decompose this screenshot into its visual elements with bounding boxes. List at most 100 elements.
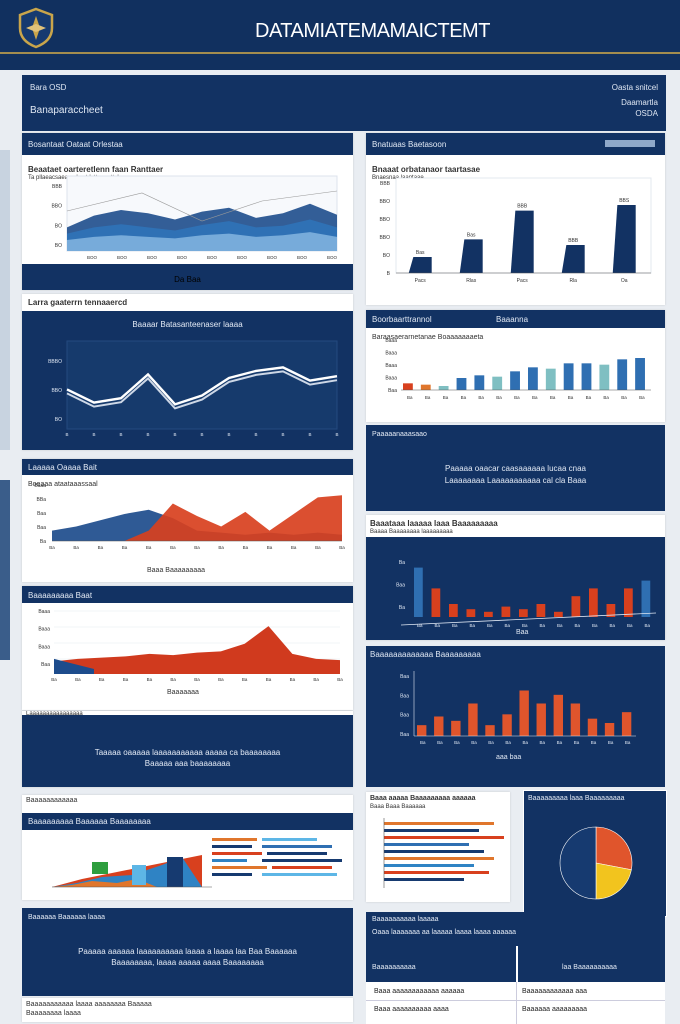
panel-header-label: Bnatuaas Baetasoon (372, 140, 447, 149)
y-tick-label: BBO (379, 235, 390, 241)
bar-chart-2: Baaa Baaa Baaa Baaa Baa Ba Ba Ba Ba Ba Ba Ba Ba Ba Ba B… (385, 338, 651, 400)
panel-header-label: Baaaaaaaaa Baat (28, 591, 93, 600)
chart-footer: aaa baa (496, 754, 522, 761)
x-tick-label: Ba (313, 677, 319, 682)
y-tick-label: BBB (52, 184, 63, 190)
bar (571, 596, 581, 617)
panel-header: Bnatuaas Baetasoon (366, 133, 665, 155)
chart-footer: Baaa Baaaaaaaaa (147, 567, 205, 574)
x-tick-label: Ba (488, 740, 494, 745)
panel-line-chart: Larra gaaterrn tennaaercd Baaaar Batasan… (22, 294, 353, 450)
x-tick-label: B (281, 432, 284, 437)
x-tick-label: Ba (99, 677, 105, 682)
panel-pie-chart: Baaaaaaaaa laaa Baaaaaaaaa (523, 790, 667, 917)
x-tick-label: Ba (315, 545, 321, 550)
panel-header: Boorbaarttrannol Baaanna (366, 310, 665, 328)
x-tick-label: Ba (575, 623, 581, 628)
x-tick-label: Ba (75, 677, 81, 682)
panel-badge: Baaanna (496, 315, 529, 324)
horizontal-bar-chart (383, 818, 504, 888)
y-tick-label: Baaa (385, 351, 397, 357)
y-tick-label: BO (55, 417, 62, 423)
chart-title: Baaa aaaaa Baaaaaaaaa aaaaaa (370, 795, 476, 802)
panel-bar-chart-4: Baaaaaaaaaaaaa Baaaaaaaaa Baa Baa Baa Baa Ba… (366, 646, 665, 787)
x-tick-label: Ba (337, 677, 343, 682)
subheader-banner: Bara OSD Banaparaccheet Oasta snitcel Da… (22, 75, 666, 131)
x-tick-label: Ba (243, 545, 249, 550)
panel-header: Baaaaaaaaa Baat (22, 586, 353, 603)
bar (561, 245, 585, 273)
chart-title: Beaataet oarteretlenn faan Ranttaer (28, 165, 164, 174)
bar (492, 376, 503, 390)
bar (563, 363, 574, 390)
y-tick-label: BBBO (48, 359, 62, 365)
chart-footer: Baaaaaaa (167, 689, 199, 696)
x-tick-label: Ba (452, 623, 458, 628)
chart-title: Boeaaa ataataaassaal (28, 481, 98, 488)
y-tick-label: Baa (400, 713, 409, 719)
data-table: Baaaaaaaaaa laa Baaaaaaaaaa Baaa aaaaaaa… (366, 946, 665, 1024)
table-cell: Baaaaaaaaaa (372, 964, 416, 971)
table-cell: Baaaaaaaaaaaa aaa (522, 988, 588, 995)
chart-title: Baaataaa laaaaa laaa Baaaaaaaaa (370, 519, 498, 528)
bar (587, 718, 598, 736)
x-tick-label: Ba (592, 623, 598, 628)
area-series-red (52, 495, 342, 541)
bar-data-label: Bas (467, 232, 476, 238)
y-tick-label: BO (55, 223, 62, 229)
panel-header: Laaaaa Oaaaa Bait (22, 459, 353, 475)
app-header: DATAMIATEMAMAICTEMT (0, 0, 680, 70)
panel-label: Larra gaaterrn tennaaercd (28, 298, 128, 307)
y-tick-label: Baa (396, 583, 405, 589)
bar (420, 384, 431, 390)
page-title: DATAMIATEMAMAICTEMT (255, 20, 490, 42)
x-tick-label: Oa (621, 278, 628, 284)
bar (624, 588, 633, 617)
bar-data-label: BBB (517, 204, 528, 210)
y-tick-label: Ba (40, 539, 46, 545)
table-cell: Baaa aaaaaaaaaa aaaa (374, 1006, 449, 1013)
x-tick-label: Rla (569, 278, 577, 284)
panel-footer-label: Da Baa (174, 275, 201, 284)
x-tick-label: Ba (98, 545, 104, 550)
bar (510, 371, 520, 390)
x-tick-label: Ba (514, 395, 520, 400)
info-line-1: Taaaaa oaaaaa laaaaaaaaaaa aaaaa ca baaa… (94, 748, 281, 757)
chart-subtitle: Baaaa Baaaaaaaa laaaaaaaaa (370, 529, 453, 535)
x-tick-label: Ba (461, 395, 467, 400)
x-tick-label: Ba (443, 395, 449, 400)
x-tick-label: Ba (586, 395, 592, 400)
x-tick-label: BOO (177, 255, 188, 260)
x-tick-label: Ba (218, 545, 224, 550)
x-tick-label: Ba (522, 740, 528, 745)
panel-area-chart-1: Bosantaat Oataat Orlestaa Beaataet oarte… (22, 133, 353, 290)
x-tick-label: Ba (540, 623, 546, 628)
x-tick-label: B (65, 432, 68, 437)
x-tick-label: B (146, 432, 149, 437)
bar-chart-3: Ba Baa Ba Ba Ba Ba Ba Ba Ba Ba Ba Ba Ba Ba Ba Ba Ba (396, 560, 657, 628)
subheader-left-top: Bara OSD (30, 83, 67, 92)
bar (536, 604, 546, 617)
bar-chart-1: BasPacsBasRlasBBBPacsBBBRlaBBSOaBBBBBOBB… (379, 177, 652, 284)
y-tick-label: BBO (379, 199, 390, 205)
bar (459, 239, 483, 273)
subheader-right-top: Oasta snitcel (611, 83, 658, 92)
bar (502, 714, 512, 736)
area-chart-3: Baaa Baaa Baaa Baa Ba Ba Ba Ba Ba Ba Ba Ba Ba Ba Ba Ba B… (38, 609, 343, 682)
panel-label: Baaaaaaaaaaaa (26, 797, 78, 804)
y-tick-label: Ba (399, 560, 405, 566)
y-tick-label: BBB (380, 181, 391, 187)
x-tick-label: Pacs (415, 278, 427, 284)
x-tick-label: Ba (574, 740, 580, 745)
chart-subtitle: Baaa Baaa Baaaaaa (370, 804, 426, 810)
bar (438, 386, 449, 390)
x-tick-label: Ba (290, 677, 296, 682)
trend-line (66, 190, 338, 222)
x-tick-label: Ba (496, 395, 502, 400)
bar (466, 609, 476, 617)
x-tick-label: Ba (73, 545, 79, 550)
x-tick-label: Ba (522, 623, 528, 628)
pie-slice-yellow (595, 862, 632, 900)
x-tick-label: BOO (147, 255, 158, 260)
